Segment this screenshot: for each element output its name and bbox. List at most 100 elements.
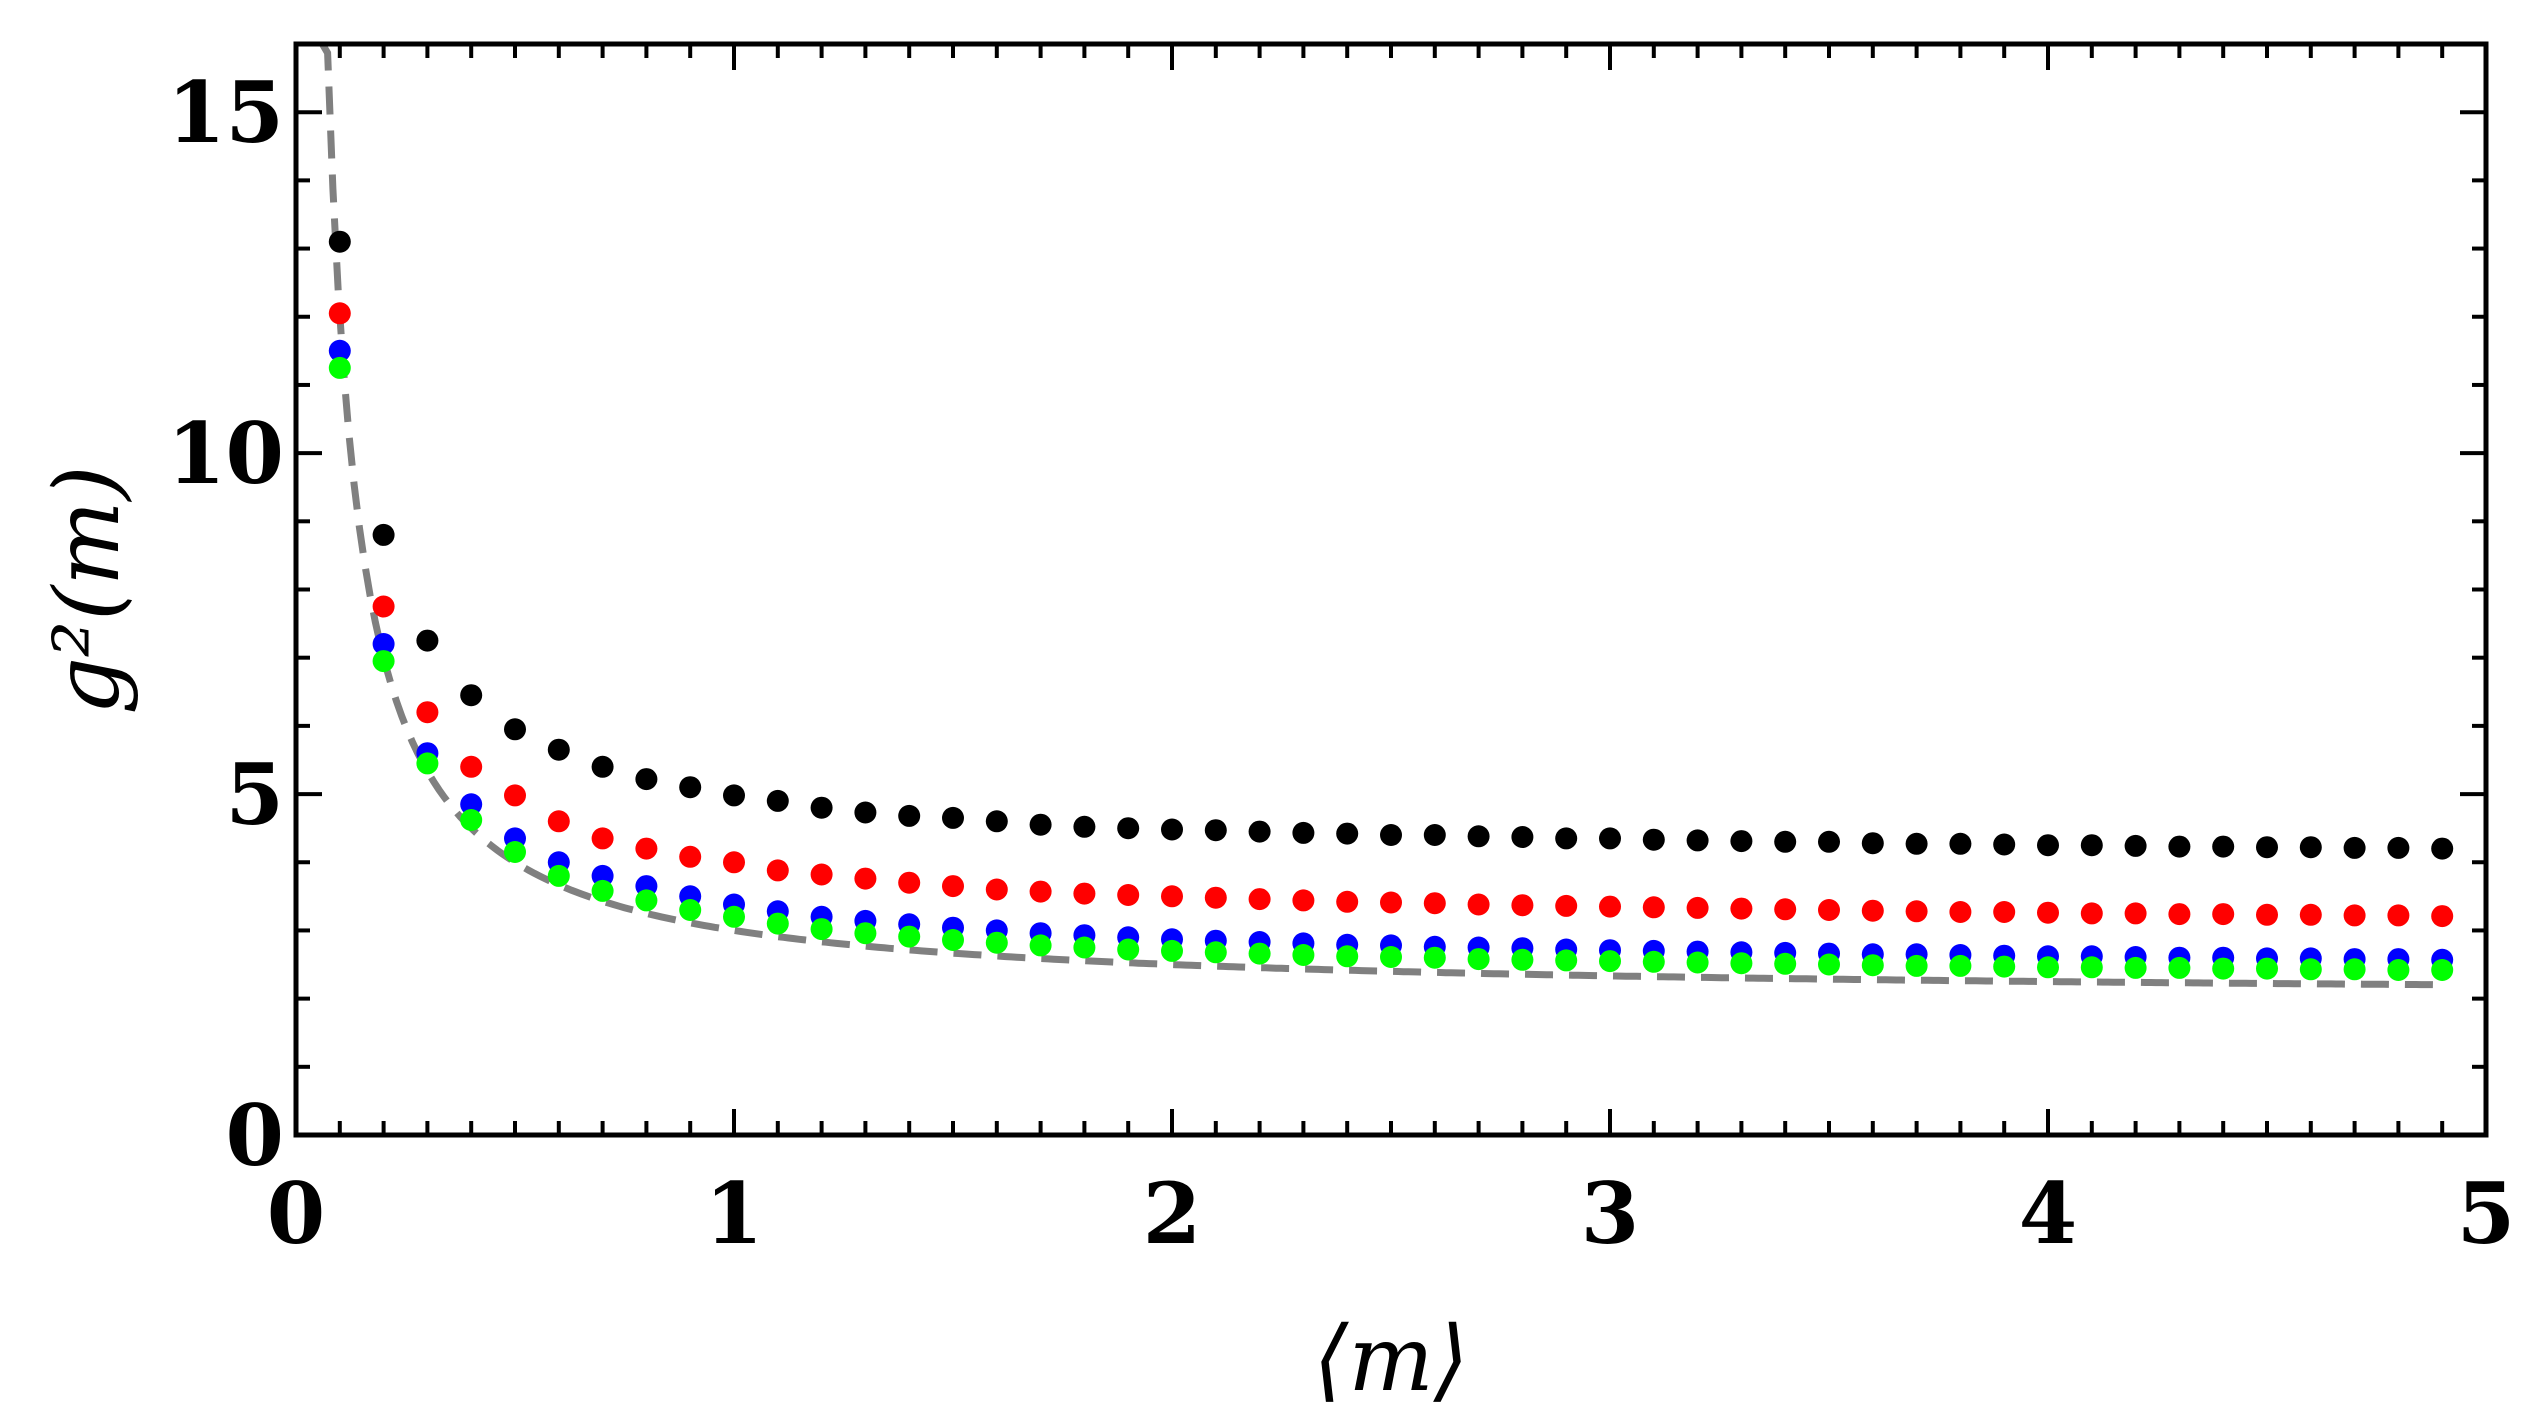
data-point-red (2387, 904, 2410, 927)
data-point-green (2256, 957, 2278, 980)
data-point-black (1380, 824, 1402, 846)
data-point-red (2037, 901, 2059, 924)
plot-frame (293, 41, 2489, 1138)
data-point-black (2212, 835, 2235, 858)
x-tick-label: 3 (1581, 1164, 1639, 1263)
data-point-green (1993, 955, 2016, 978)
data-point-red (1336, 890, 1359, 913)
data-point-green (591, 879, 614, 902)
data-point-black (635, 768, 658, 791)
data-point-red (1949, 901, 1972, 923)
data-point-red (1117, 884, 1140, 906)
data-point-red (1861, 899, 1884, 922)
data-point-green (1555, 949, 1578, 972)
data-point-green (679, 899, 702, 921)
y-tick-label: 15 (167, 63, 284, 162)
data-point-black (547, 738, 570, 761)
data-point-green (328, 356, 351, 379)
data-point-green (1029, 934, 1052, 957)
data-point-green (2387, 959, 2410, 981)
data-point-black (1511, 826, 1534, 848)
data-point-black (504, 718, 526, 741)
data-point-red (1511, 894, 1534, 917)
data-point-green (1073, 936, 1096, 959)
data-point-green (2168, 956, 2191, 979)
data-point-black (2037, 834, 2059, 857)
data-point-red (1292, 889, 1315, 912)
tick-labels: 0 1 2 3 4 5 0 5 10 15 (167, 63, 2515, 1263)
data-point-black (328, 230, 351, 253)
data-point-black (1730, 830, 1753, 853)
data-point-red (1073, 882, 1096, 905)
x-tick-label: 0 (267, 1164, 325, 1263)
data-point-red (547, 810, 570, 833)
data-point-green (2080, 956, 2103, 979)
data-point-black (591, 755, 614, 778)
data-point-red (504, 784, 526, 807)
data-point-black (1905, 832, 1928, 855)
data-point-green (1336, 945, 1359, 968)
data-point-red (2168, 903, 2191, 926)
data-point-blue (372, 633, 395, 655)
data-point-black (2387, 836, 2410, 859)
data-point-black (1161, 818, 1183, 841)
data-point-black (1336, 822, 1359, 845)
data-point-black (416, 629, 439, 652)
data-point-green (460, 809, 483, 831)
data-point-black (1642, 828, 1665, 851)
data-point-red (1467, 893, 1490, 916)
data-point-green (810, 918, 833, 941)
data-point-red (942, 875, 964, 898)
data-point-red (679, 845, 702, 868)
data-point-black (723, 784, 745, 807)
data-point-green (372, 650, 395, 673)
data-point-green (2343, 958, 2366, 981)
data-point-red (1730, 897, 1753, 920)
data-point-red (1248, 888, 1271, 911)
data-point-black (1029, 813, 1052, 836)
y-tick-label: 10 (167, 404, 284, 503)
data-point-green (416, 752, 439, 775)
data-point-green (1949, 954, 1972, 977)
data-point-green (854, 922, 877, 945)
data-point-green (1511, 948, 1534, 971)
data-point-black (679, 776, 702, 799)
data-point-green (504, 841, 526, 863)
data-point-green (1730, 952, 1753, 975)
data-point-red (1774, 898, 1797, 921)
reference-curve-dashed (319, 42, 2443, 989)
data-point-green (1204, 941, 1227, 964)
data-point-green (723, 905, 745, 928)
y-tick-label: 5 (226, 745, 284, 844)
data-point-black (1423, 824, 1446, 846)
data-point-black (1686, 829, 1709, 852)
data-point-green (1818, 953, 1840, 976)
data-point-red (766, 859, 789, 882)
data-point-red (2299, 903, 2322, 926)
data-point-green (1686, 951, 1709, 974)
data-point-green (766, 912, 789, 935)
data-point-green (1467, 948, 1490, 971)
data-point-red (898, 871, 921, 894)
data-point-black (766, 789, 789, 812)
data-point-green (1905, 954, 1928, 977)
data-point-black (1073, 815, 1096, 838)
data-point-red (723, 851, 745, 874)
data-point-green (2299, 958, 2322, 981)
series-green (328, 356, 2454, 981)
data-point-green (1861, 954, 1884, 977)
data-point-black (898, 804, 921, 827)
data-point-black (985, 810, 1008, 833)
data-point-red (1161, 885, 1183, 908)
data-point-red (2256, 903, 2278, 926)
data-point-black (2124, 834, 2147, 857)
data-point-green (1599, 950, 1621, 973)
data-point-red (1686, 896, 1709, 919)
data-point-black (810, 796, 833, 819)
data-point-green (1774, 952, 1797, 975)
data-point-black (1555, 827, 1578, 850)
data-point-black (460, 684, 483, 707)
data-point-green (1248, 942, 1271, 965)
data-point-red (1905, 900, 1928, 923)
